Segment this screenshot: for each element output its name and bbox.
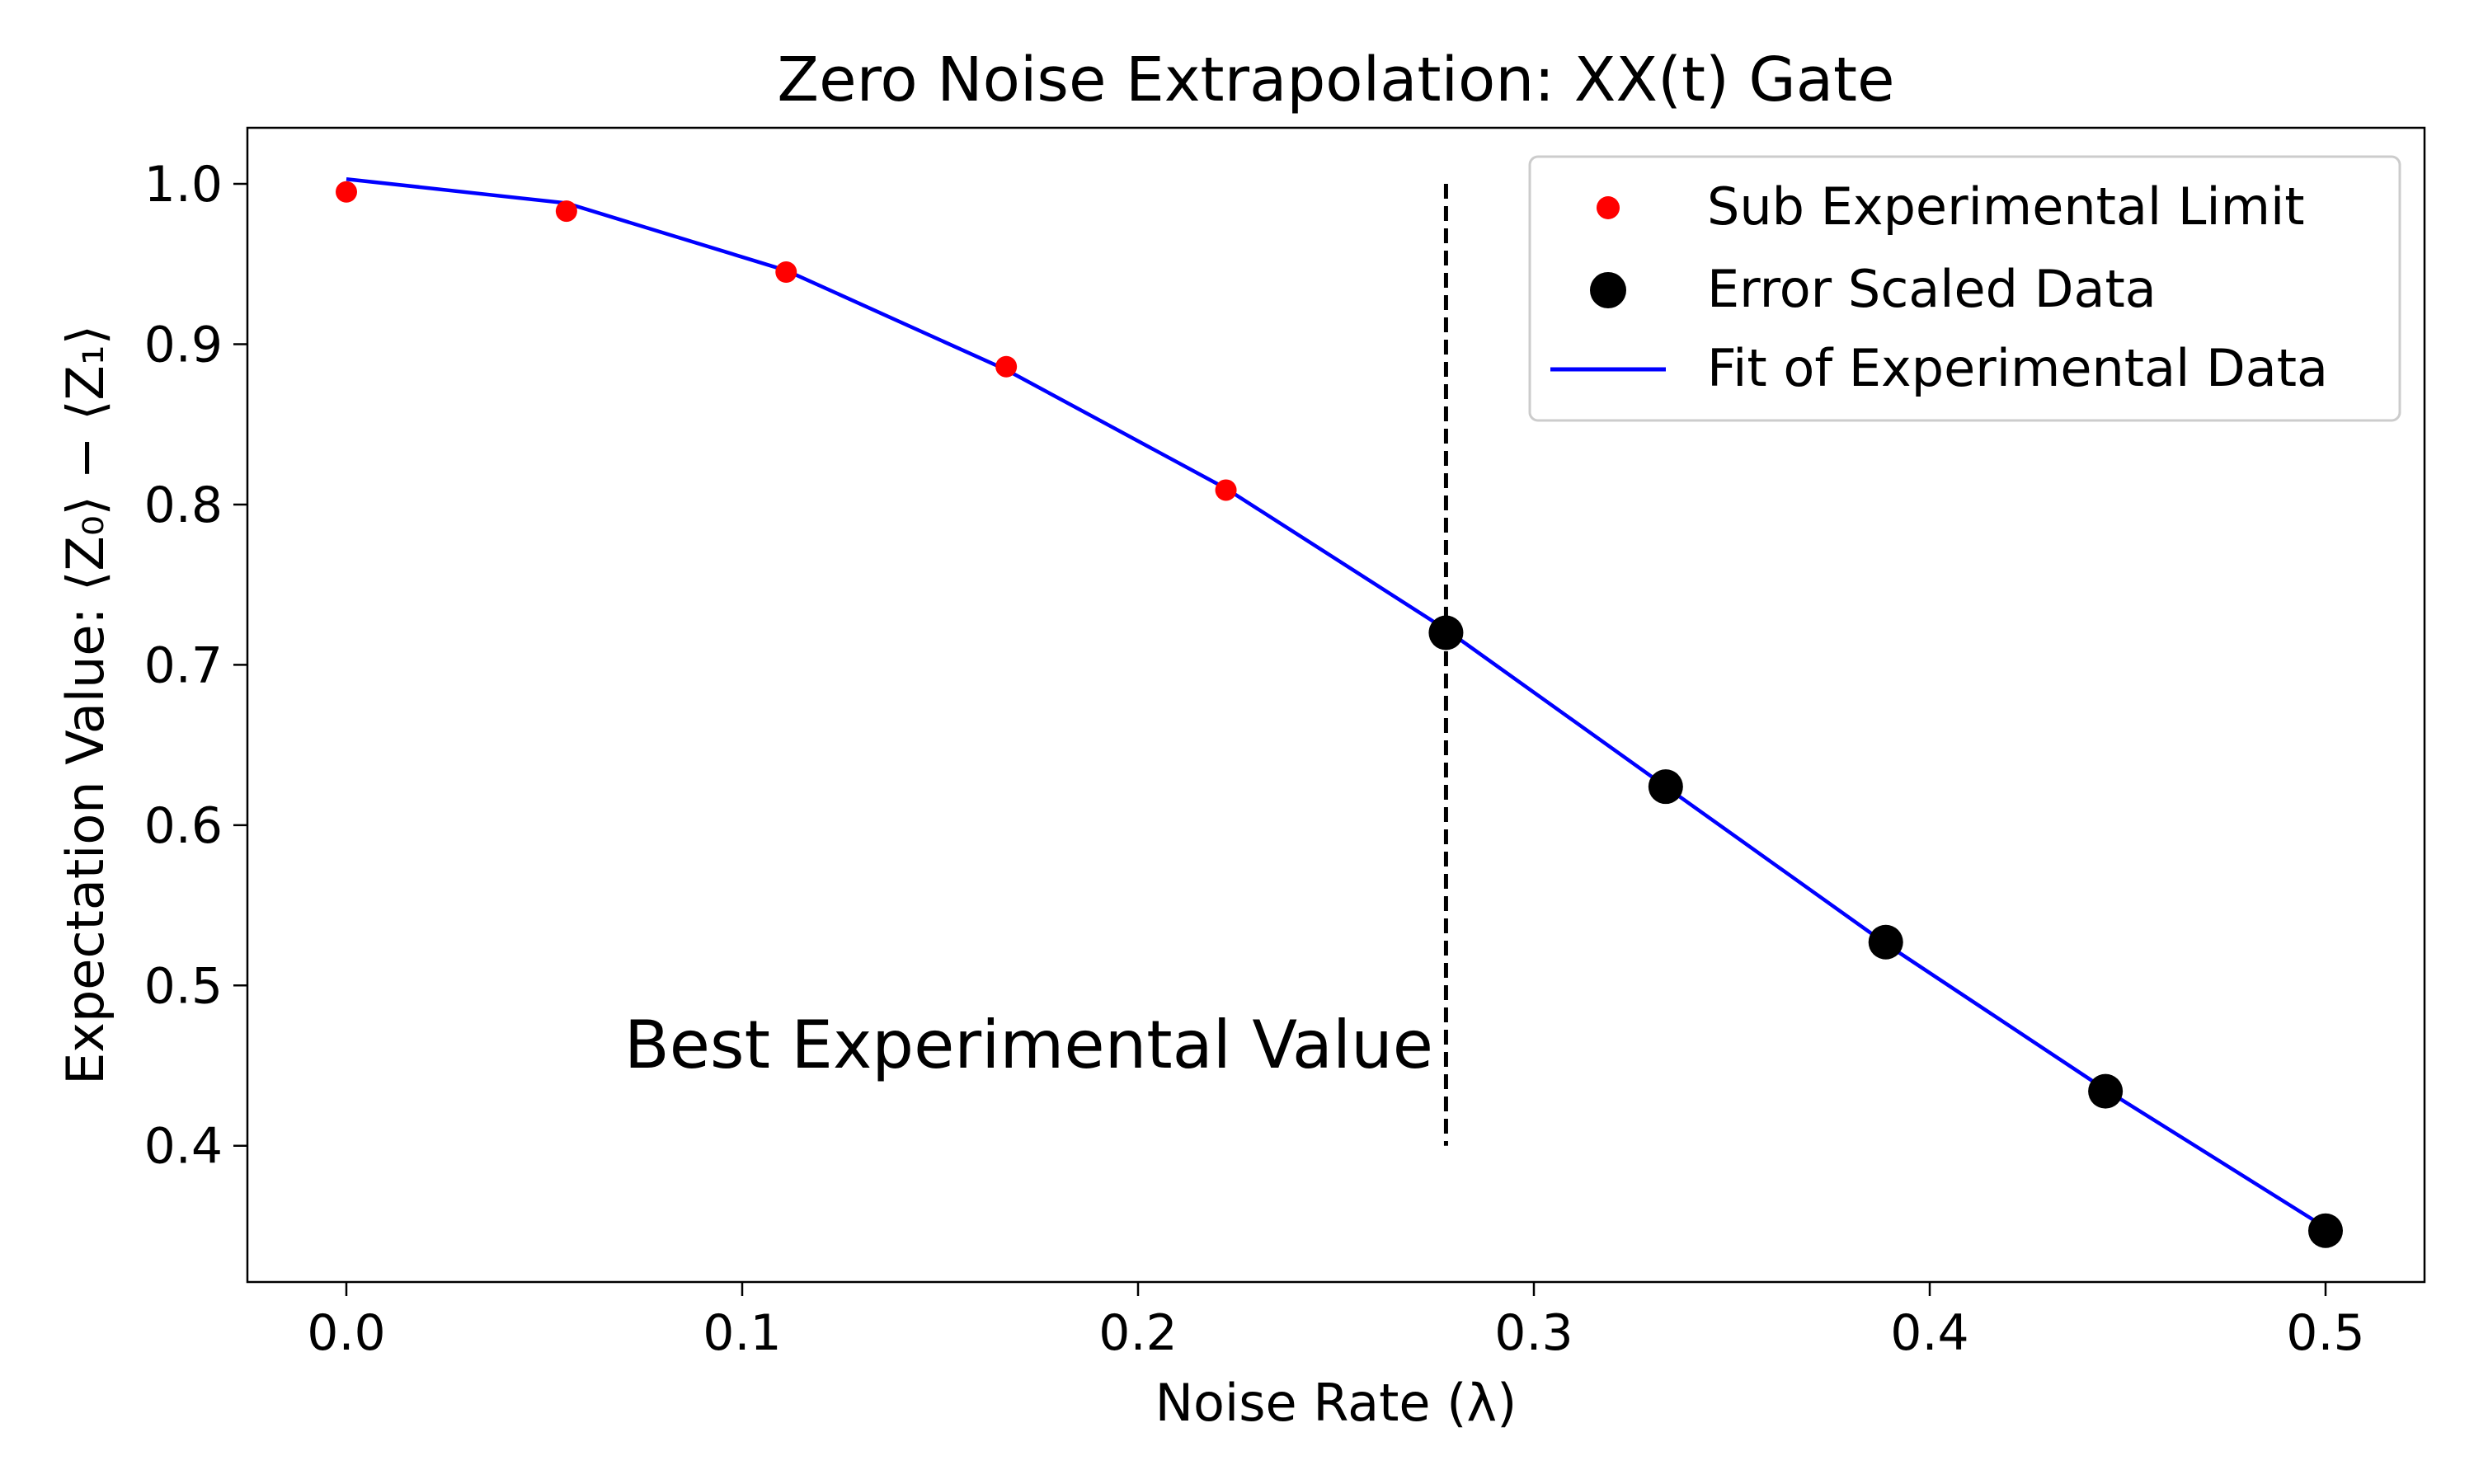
y-tick-label: 0.7	[144, 636, 223, 694]
x-tick-label: 0.0	[307, 1304, 385, 1362]
x-axis: 0.0 0.1 0.2 0.3 0.4 0.5	[307, 1282, 2365, 1362]
x-tick-label: 0.4	[1890, 1304, 1968, 1362]
error-scaled-point-1	[1648, 769, 1683, 805]
x-tick-label: 0.2	[1098, 1304, 1177, 1362]
sub-experimental-point-2	[775, 261, 797, 283]
plot-frame	[246, 126, 2426, 1284]
best-value-annotation: Best Experimental Value	[624, 1007, 1433, 1083]
y-tick-label: 0.5	[144, 957, 223, 1015]
y-tick-label: 0.9	[144, 317, 223, 374]
legend: Sub Experimental Limit Error Scaled Data…	[1528, 155, 2401, 422]
y-tick-label: 0.8	[144, 477, 223, 534]
sub-experimental-point-4	[1215, 479, 1237, 501]
legend-label-error-scaled: Error Scaled Data	[1707, 259, 2157, 319]
y-tick-label: 0.4	[144, 1118, 223, 1176]
x-tick-label: 0.5	[2286, 1304, 2364, 1362]
x-tick-label: 0.1	[703, 1304, 781, 1362]
points-layer	[336, 181, 2343, 1248]
fit-line-layer	[346, 176, 2327, 1229]
sub-experimental-point-0	[336, 181, 357, 203]
legend-marker-error-scaled	[1590, 272, 1626, 308]
legend-box	[1528, 155, 2401, 422]
error-scaled-point-2	[1868, 924, 1903, 960]
chart-title: Zero Noise Extrapolation: XX(t) Gate	[777, 45, 1894, 115]
y-tick-label: 0.6	[144, 797, 223, 855]
legend-label-fit: Fit of Experimental Data	[1707, 338, 2328, 398]
legend-marker-sub-experimental	[1597, 196, 1620, 219]
error-scaled-point-4	[2308, 1213, 2343, 1248]
y-axis-label: Expectation Value: ⟨Z₀⟩ − ⟨Z₁⟩	[55, 325, 115, 1085]
sub-experimental-point-1	[555, 200, 577, 223]
sub-experimental-point-3	[995, 355, 1018, 378]
error-scaled-point-3	[2088, 1073, 2124, 1109]
x-axis-label: Noise Rate (λ)	[1155, 1373, 1517, 1433]
x-tick-label: 0.3	[1494, 1304, 1573, 1362]
error-scaled-point-0	[1428, 615, 1464, 650]
legend-label-sub-experimental: Sub Experimental Limit	[1707, 176, 2305, 237]
fit-line	[346, 176, 2327, 1229]
y-tick-label: 1.0	[144, 156, 223, 214]
y-axis: 0.4 0.5 0.6 0.7 0.8 0.9 1.0	[144, 156, 247, 1176]
